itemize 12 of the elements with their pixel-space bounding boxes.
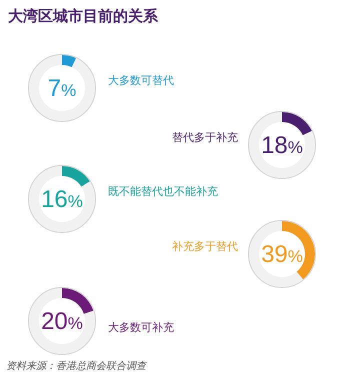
text: 资料来源：香港总商会联合调查 <box>6 360 148 372</box>
text: 既不能替代也不能补充 <box>108 185 218 198</box>
chart-subtitle: 大湾区城市目前的关系 <box>8 7 159 25</box>
text: 39% <box>261 241 303 268</box>
text: 补充多于替代 <box>172 240 238 253</box>
text: 16% <box>41 186 83 213</box>
text: 18% <box>261 132 303 159</box>
text: 20% <box>41 308 83 335</box>
text: 大多数可替代 <box>108 74 174 87</box>
text: 大多数可补充 <box>108 321 174 334</box>
text: 7% <box>48 75 76 102</box>
text: 替代多于补充 <box>172 131 238 144</box>
